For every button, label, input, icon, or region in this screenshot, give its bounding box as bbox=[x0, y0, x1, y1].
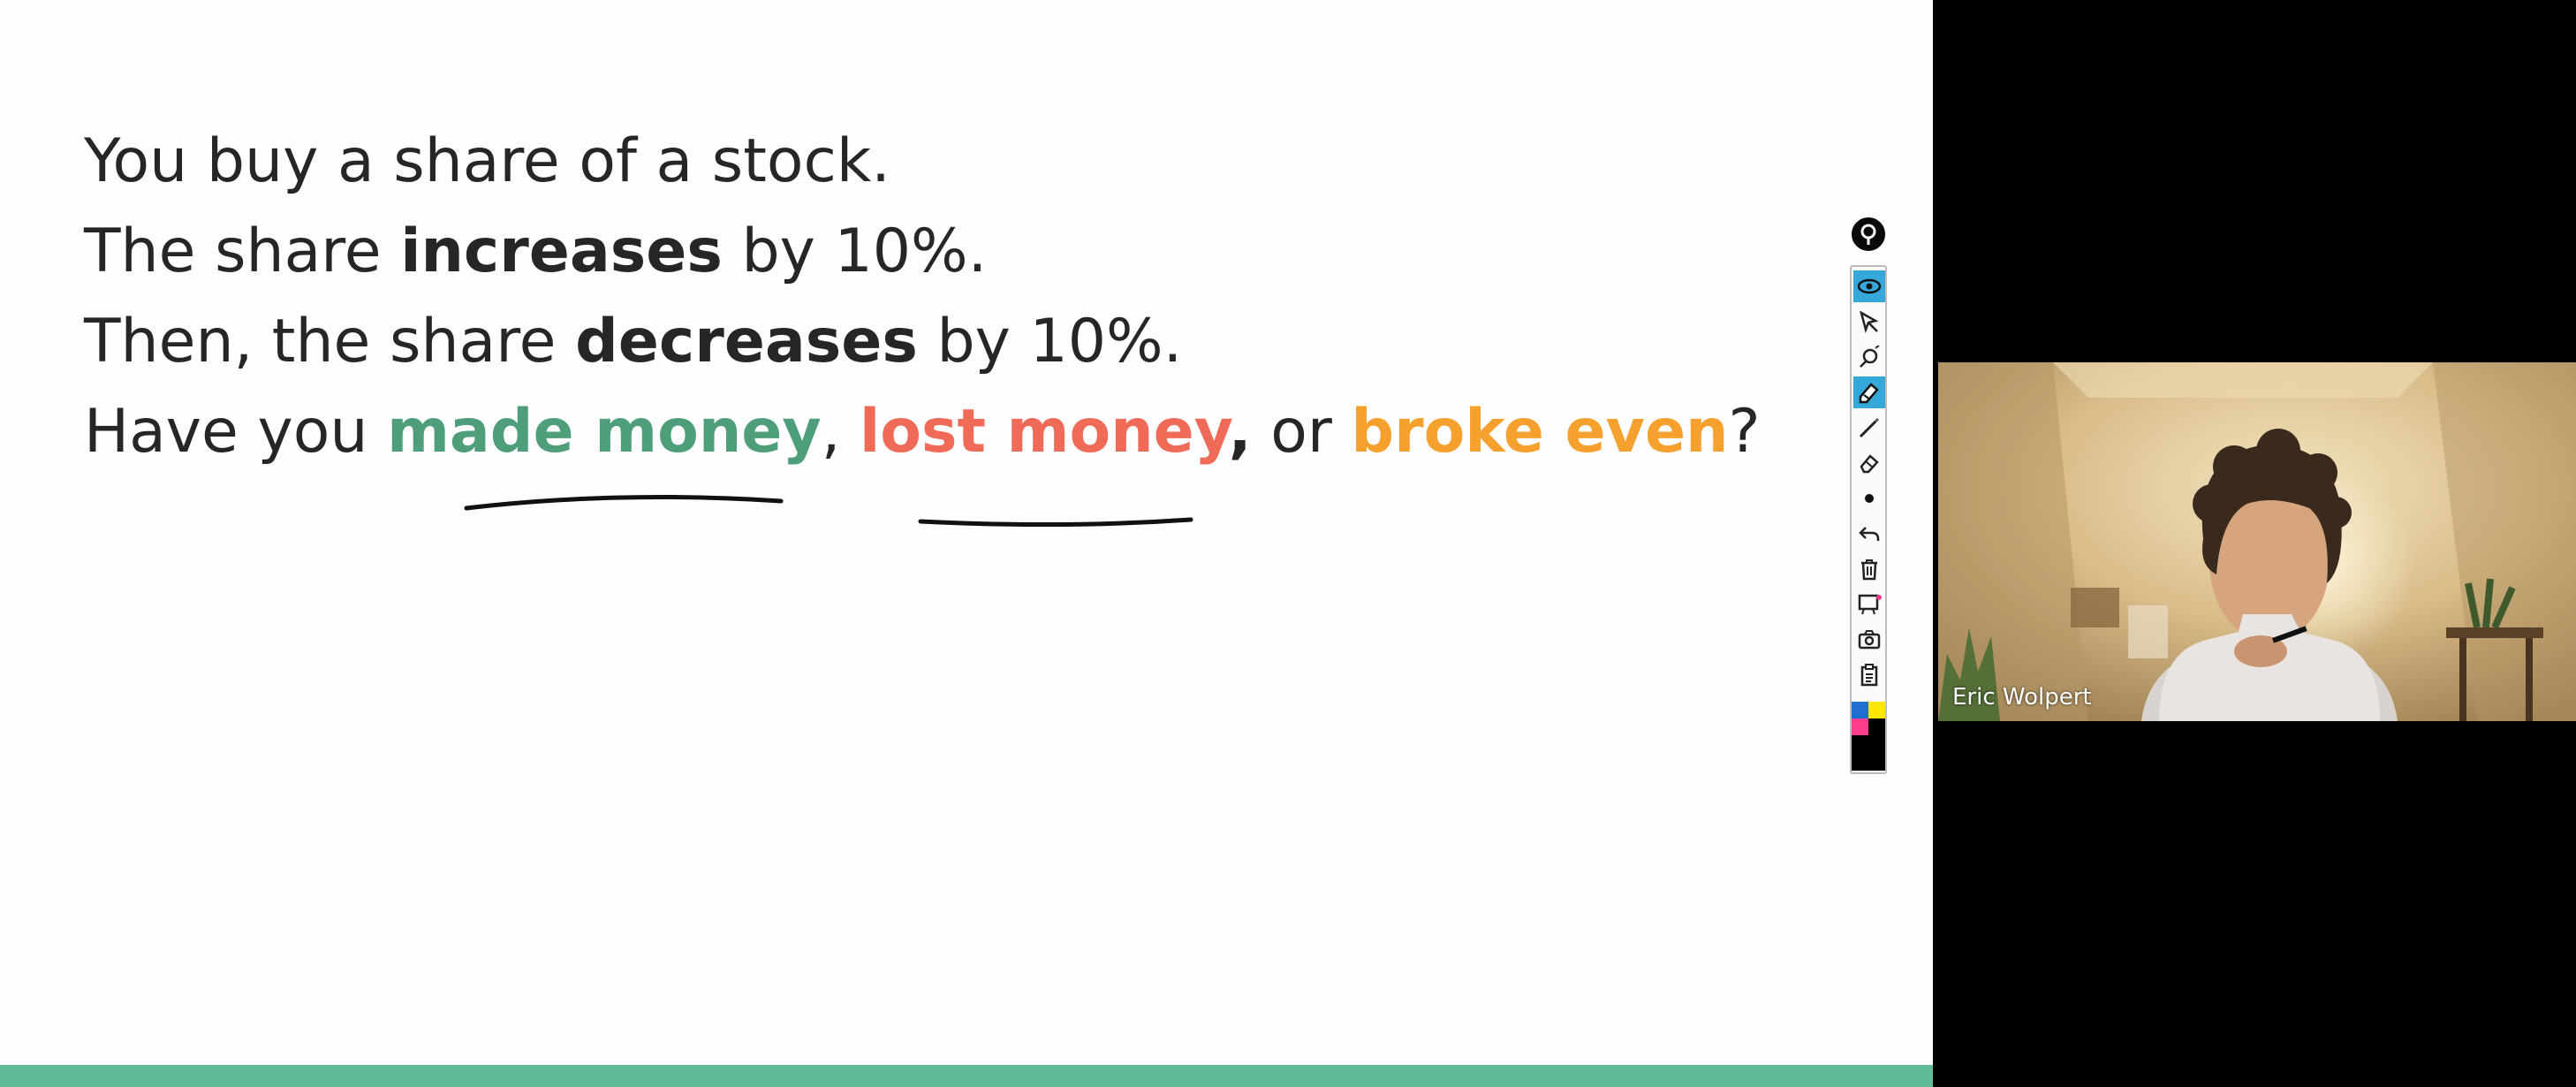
line-2-suffix: by 10%. bbox=[722, 217, 988, 286]
color-swatch-yellow[interactable] bbox=[1868, 702, 1885, 718]
line-3-prefix: Then, the share bbox=[84, 307, 576, 376]
separator-or: or bbox=[1251, 397, 1352, 467]
laser-pointer-icon[interactable] bbox=[1853, 341, 1885, 373]
option-made-money: made money bbox=[387, 397, 822, 467]
question-mark: ? bbox=[1728, 397, 1761, 467]
trash-icon[interactable] bbox=[1853, 553, 1885, 585]
pointer-icon[interactable] bbox=[1853, 306, 1885, 338]
option-lost-money: lost money bbox=[859, 397, 1229, 467]
color-swatch-black[interactable] bbox=[1868, 718, 1885, 735]
separator-comma: , bbox=[821, 397, 860, 467]
webcam-video-frame bbox=[1938, 362, 2576, 721]
option-broke-even: broke even bbox=[1351, 397, 1729, 467]
underline-made-money bbox=[464, 495, 784, 511]
participant-name-label: Eric Wolpert bbox=[1952, 684, 2092, 711]
color-swatch-pink[interactable] bbox=[1852, 718, 1868, 735]
line-3-suffix: by 10%. bbox=[917, 307, 1183, 376]
pen-icon[interactable] bbox=[1853, 412, 1885, 444]
ink-annotations bbox=[464, 495, 1193, 528]
camera-icon[interactable] bbox=[1853, 624, 1885, 656]
presentation-slide: You buy a share of a stock. The share in… bbox=[0, 0, 1933, 1087]
eraser-icon[interactable] bbox=[1853, 447, 1885, 479]
slide-line-4: Have you made money, lost money, or brok… bbox=[84, 387, 1761, 477]
slide-question-text: You buy a share of a stock. The share in… bbox=[84, 117, 1761, 477]
undo-icon[interactable] bbox=[1853, 518, 1885, 550]
toolbar-toggle-icon[interactable] bbox=[1849, 215, 1888, 254]
color-swatch-blue[interactable] bbox=[1852, 702, 1868, 718]
annotation-toolbar bbox=[1850, 265, 1887, 774]
dot-icon[interactable] bbox=[1853, 483, 1885, 514]
clipboard-icon[interactable] bbox=[1853, 659, 1885, 691]
webcam-video-tile[interactable]: Eric Wolpert bbox=[1938, 362, 2576, 721]
separator-comma-bold: , bbox=[1228, 397, 1252, 467]
line-4-prefix: Have you bbox=[84, 397, 388, 467]
slide-line-2: The share increases by 10%. bbox=[84, 207, 1761, 297]
underline-lost-money bbox=[918, 517, 1193, 528]
increases-word: increases bbox=[400, 217, 723, 286]
line-2-prefix: The share bbox=[84, 217, 401, 286]
slide-line-1: You buy a share of a stock. bbox=[84, 126, 890, 196]
whiteboard-icon[interactable] bbox=[1853, 589, 1885, 620]
slide-line-3: Then, the share decreases by 10%. bbox=[84, 297, 1761, 387]
decreases-word: decreases bbox=[575, 307, 918, 376]
eye-icon[interactable] bbox=[1853, 270, 1885, 302]
highlighter-icon[interactable] bbox=[1853, 376, 1885, 408]
current-color-swatch[interactable] bbox=[1852, 735, 1885, 771]
slide-bottom-bar bbox=[0, 1065, 1933, 1087]
